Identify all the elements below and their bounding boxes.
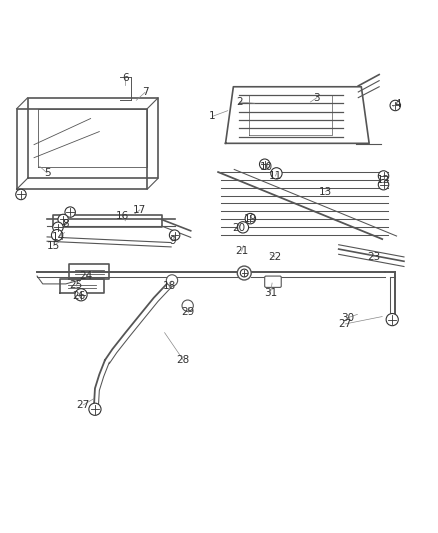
Text: 2: 2: [237, 97, 243, 107]
Text: 18: 18: [162, 281, 176, 291]
Text: 7: 7: [142, 87, 148, 98]
Circle shape: [170, 230, 180, 240]
Text: 9: 9: [169, 236, 176, 246]
Circle shape: [378, 171, 389, 181]
Circle shape: [386, 313, 398, 326]
Text: 17: 17: [133, 205, 146, 215]
Text: 28: 28: [177, 355, 190, 365]
Text: 1: 1: [209, 111, 216, 122]
Circle shape: [378, 180, 389, 190]
Text: 13: 13: [319, 187, 332, 197]
Text: 16: 16: [116, 212, 129, 221]
Circle shape: [271, 168, 282, 179]
Circle shape: [53, 222, 63, 232]
Text: 4: 4: [394, 99, 401, 109]
Circle shape: [16, 189, 26, 200]
Text: 31: 31: [264, 288, 277, 298]
Text: 25: 25: [70, 280, 83, 290]
Circle shape: [166, 275, 178, 286]
Text: 14: 14: [52, 232, 65, 242]
Text: 8: 8: [63, 219, 69, 229]
Circle shape: [237, 222, 249, 233]
Text: 12: 12: [377, 175, 390, 185]
Circle shape: [51, 230, 63, 241]
Text: 29: 29: [181, 307, 194, 317]
Text: 15: 15: [47, 240, 60, 251]
Text: 24: 24: [80, 271, 93, 281]
Text: 30: 30: [341, 313, 354, 323]
Circle shape: [89, 403, 101, 415]
Text: 21: 21: [235, 246, 248, 256]
Text: 5: 5: [44, 168, 50, 178]
Text: 23: 23: [367, 252, 380, 262]
Text: 20: 20: [232, 223, 245, 233]
Text: 10: 10: [259, 162, 272, 172]
Text: 11: 11: [269, 171, 282, 181]
Circle shape: [65, 207, 75, 217]
Text: 27: 27: [77, 400, 90, 410]
Circle shape: [237, 266, 251, 280]
Circle shape: [75, 289, 87, 301]
Text: 6: 6: [122, 74, 129, 84]
Circle shape: [259, 159, 270, 169]
Text: 3: 3: [314, 93, 320, 103]
Text: 19: 19: [244, 214, 257, 224]
Text: 27: 27: [339, 319, 352, 329]
Circle shape: [182, 300, 193, 311]
FancyBboxPatch shape: [265, 276, 281, 287]
Text: 26: 26: [72, 291, 85, 301]
Circle shape: [58, 214, 68, 225]
Circle shape: [390, 100, 400, 111]
Circle shape: [240, 269, 248, 277]
Circle shape: [245, 213, 255, 224]
Text: 22: 22: [268, 252, 281, 262]
